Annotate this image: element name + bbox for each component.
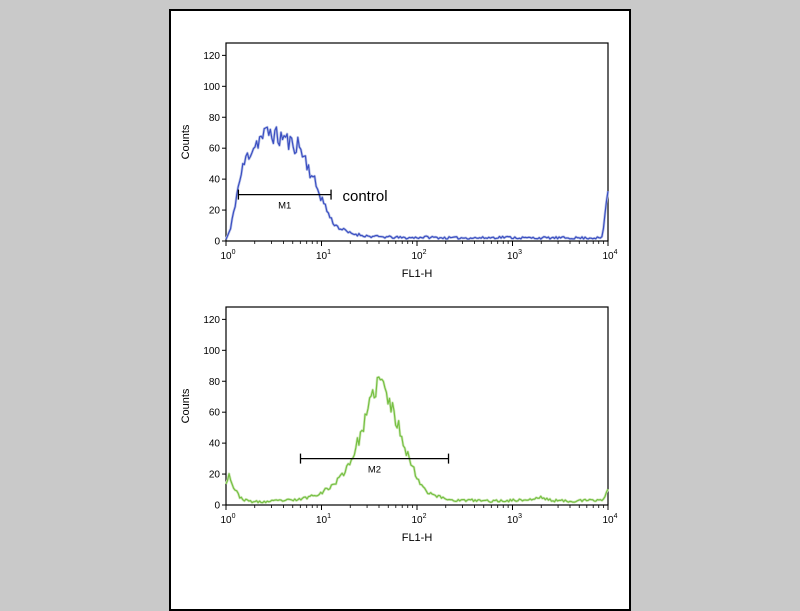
x-axis-label: FL1-H [402, 532, 433, 544]
y-tick-label: 100 [203, 346, 220, 357]
annotation-text: control [343, 188, 388, 205]
y-axis-label: Counts [180, 388, 192, 423]
x-tick-label: 103 [507, 513, 522, 526]
y-tick-label: 120 [203, 315, 220, 326]
x-axis-label: FL1-H [402, 268, 433, 280]
figure-panel: 0 20 40 60 80 100 120 100 101 102 103 104 M1 control F… [169, 9, 631, 611]
gate-label: M2 [368, 465, 381, 476]
y-tick-label: 0 [214, 501, 220, 512]
x-tick-label: 100 [220, 513, 235, 526]
x-tick-label: 101 [316, 513, 331, 526]
plot-frame [225, 306, 609, 506]
bottom-histogram-svg: 0 20 40 60 80 100 120 100 101 102 103 104 M2 FL1-H Cou… [178, 297, 622, 547]
y-tick-label: 20 [209, 206, 221, 217]
y-tick-label: 60 [209, 408, 221, 419]
y-tick-label: 40 [209, 175, 221, 186]
y-tick-label: 40 [209, 439, 221, 450]
y-tick-label: 20 [209, 470, 221, 481]
x-tick-label: 100 [220, 249, 235, 262]
y-axis-label: Counts [180, 124, 192, 159]
top-histogram-plot: 0 20 40 60 80 100 120 100 101 102 103 104 M1 control F… [178, 33, 622, 283]
y-tick-label: 80 [209, 113, 221, 124]
y-tick-label: 120 [203, 51, 220, 62]
x-tick-label: 104 [602, 513, 617, 526]
x-tick-label: 103 [507, 249, 522, 262]
x-tick-label: 104 [602, 249, 617, 262]
y-tick-label: 60 [209, 144, 221, 155]
y-tick-label: 80 [209, 377, 221, 388]
histogram-trace [225, 376, 609, 504]
bottom-histogram-plot: 0 20 40 60 80 100 120 100 101 102 103 104 M2 FL1-H Cou… [178, 297, 622, 547]
x-tick-label: 102 [411, 513, 426, 526]
x-tick-label: 101 [316, 249, 331, 262]
x-tick-label: 102 [411, 249, 426, 262]
gate-label: M1 [278, 201, 291, 212]
histogram-trace [225, 126, 609, 240]
y-tick-label: 0 [214, 237, 220, 248]
y-tick-label: 100 [203, 82, 220, 93]
top-histogram-svg: 0 20 40 60 80 100 120 100 101 102 103 104 M1 control F… [178, 33, 622, 283]
